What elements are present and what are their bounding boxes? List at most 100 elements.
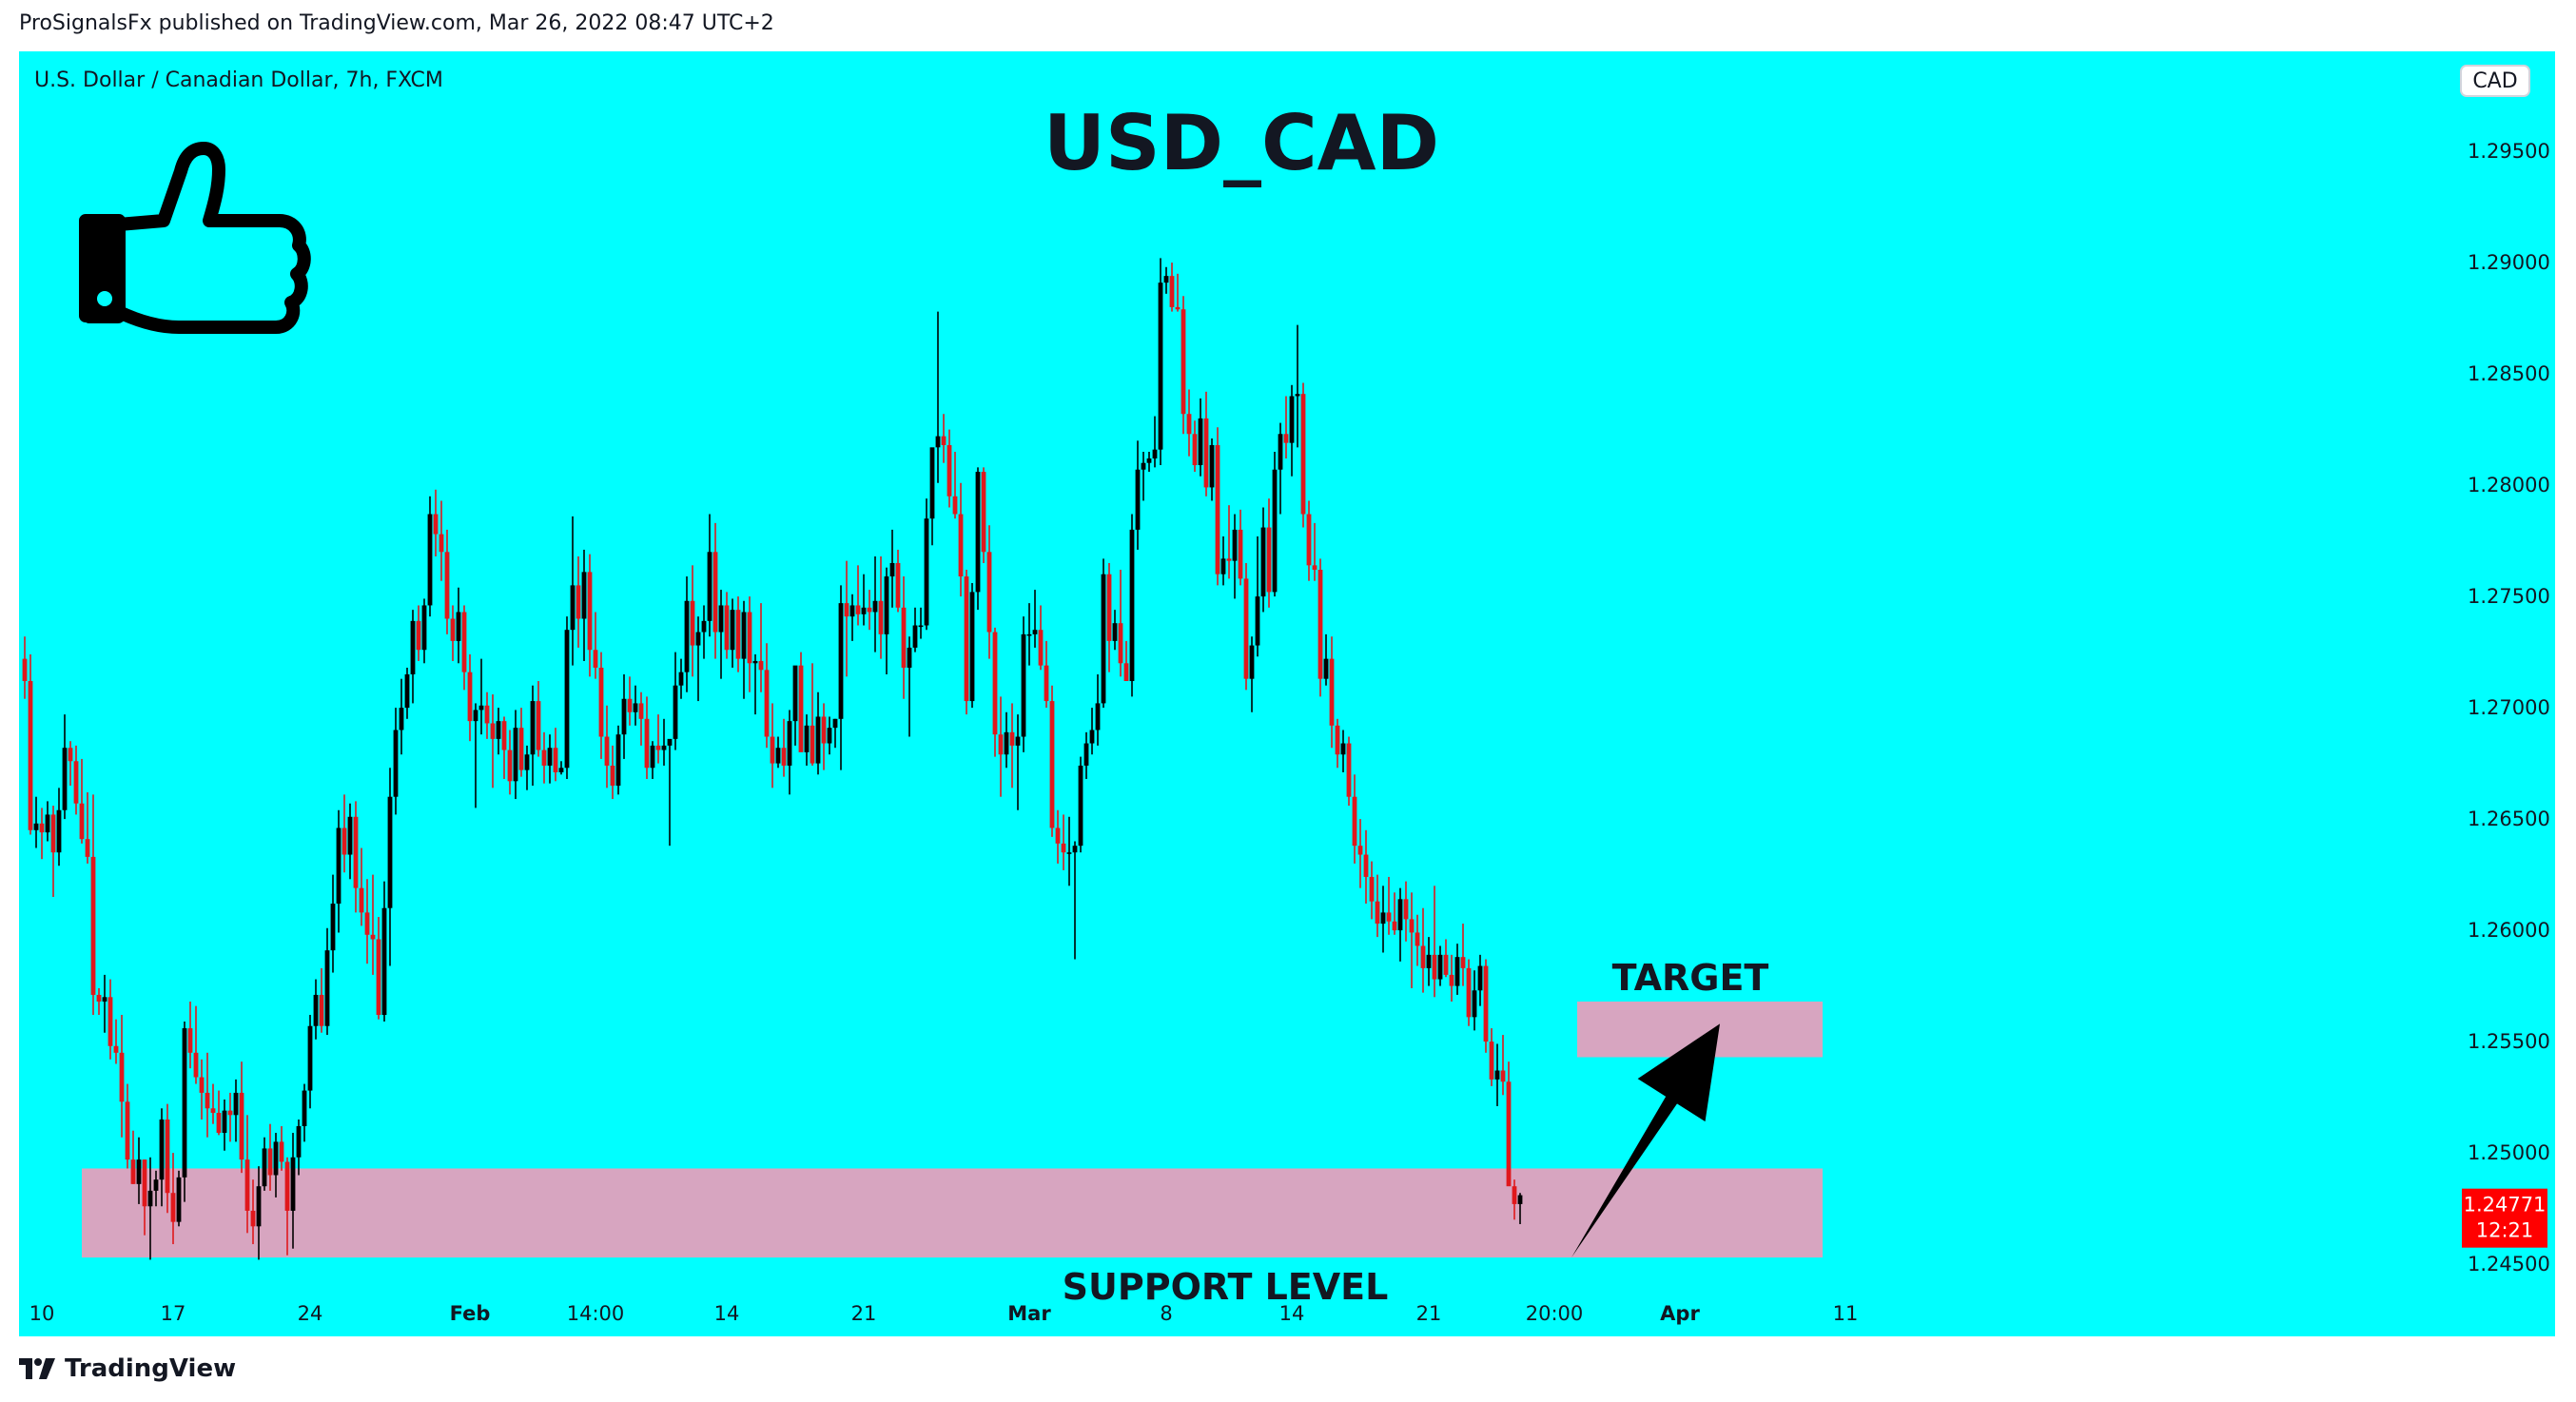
candle-body: [884, 576, 889, 634]
candle: [1506, 1061, 1512, 1187]
candle-body: [1278, 434, 1283, 470]
candle-body: [233, 1092, 239, 1116]
candle-body: [610, 765, 615, 786]
candle-body: [878, 600, 884, 634]
candle: [1454, 944, 1460, 995]
candle-body: [244, 1159, 250, 1211]
x-tick-label: Apr: [1660, 1302, 1700, 1325]
candle-body: [735, 610, 741, 659]
candle: [1026, 603, 1032, 666]
candle-body: [1255, 596, 1260, 646]
candle-body: [787, 721, 792, 766]
tradingview-logo[interactable]: TradingView: [19, 1354, 236, 1383]
candle: [267, 1123, 273, 1191]
candle: [633, 685, 638, 726]
candle: [393, 708, 399, 815]
candle: [901, 576, 907, 699]
candle-body: [604, 736, 610, 766]
currency-button[interactable]: CAD: [2460, 65, 2530, 97]
candle-body: [1129, 529, 1135, 682]
candle-body: [342, 828, 347, 855]
y-tick-label: 1.29500: [2468, 140, 2550, 163]
candle: [610, 745, 615, 800]
candle-body: [1295, 394, 1300, 397]
candle-body: [964, 576, 969, 702]
candle-body: [1415, 932, 1420, 946]
candle-body: [68, 748, 73, 762]
candle-body: [1500, 1070, 1506, 1082]
candle: [861, 574, 867, 626]
candle-body: [1004, 731, 1009, 755]
candle: [1357, 819, 1363, 888]
candle: [969, 583, 975, 709]
candle-body: [1243, 578, 1249, 679]
candle-body: [450, 618, 456, 641]
candle: [330, 874, 336, 973]
candle-body: [410, 620, 416, 674]
candle: [244, 1115, 250, 1234]
candle-body: [1152, 449, 1158, 459]
candle: [1483, 959, 1489, 1053]
candle-body: [1198, 418, 1203, 466]
y-tick-label: 1.27000: [2468, 696, 2550, 719]
candle: [587, 554, 593, 677]
candle-body: [1466, 967, 1472, 1018]
candle: [747, 596, 752, 692]
candle-body: [1512, 1186, 1517, 1204]
candle: [952, 452, 958, 519]
candle: [1209, 438, 1215, 501]
candle: [798, 652, 804, 752]
candle: [342, 794, 347, 873]
x-tick-label: 8: [1160, 1302, 1172, 1325]
candle-body: [79, 803, 85, 840]
candle-body: [170, 1193, 176, 1222]
chart-area[interactable]: U.S. Dollar / Canadian Dollar, 7h, FXCM …: [19, 51, 2555, 1336]
y-tick-label: 1.28000: [2468, 474, 2550, 497]
publisher-line: ProSignalsFx published on TradingView.co…: [19, 11, 774, 35]
candle: [370, 874, 376, 975]
candle-body: [370, 934, 376, 940]
candle-body: [1192, 434, 1198, 466]
candle-body: [952, 496, 958, 515]
candle: [1009, 703, 1015, 789]
candle-body: [239, 1092, 244, 1160]
candle-body: [416, 620, 421, 651]
last-price-tag: [2462, 1188, 2547, 1248]
candle-body: [399, 708, 404, 730]
candle: [1135, 440, 1141, 550]
x-tick-label: 17: [161, 1302, 186, 1325]
candle: [381, 881, 387, 1022]
candle-body: [701, 620, 707, 633]
candle-body: [336, 828, 342, 905]
candle-body: [159, 1120, 165, 1180]
candle: [456, 587, 461, 664]
y-tick-label: 1.25000: [2468, 1141, 2550, 1164]
candle: [353, 801, 359, 913]
candle-body: [855, 605, 861, 614]
candle-body: [661, 745, 667, 750]
candle-body: [1472, 990, 1477, 1018]
candle: [1163, 266, 1169, 294]
candle-body: [827, 728, 832, 744]
symbol-info[interactable]: U.S. Dollar / Canadian Dollar, 7h, FXCM: [34, 68, 443, 92]
candle-body: [1021, 633, 1026, 737]
candle-body: [541, 750, 547, 766]
candle-body: [1454, 957, 1460, 986]
candle: [1243, 563, 1249, 691]
candle: [1403, 881, 1409, 942]
candle-body: [1494, 1070, 1500, 1080]
candle-body: [513, 728, 518, 782]
candle: [1078, 756, 1083, 853]
candle-body: [1078, 765, 1083, 847]
candle: [787, 710, 792, 795]
candle: [1158, 258, 1163, 466]
candle: [730, 598, 735, 668]
candle-body: [536, 701, 541, 750]
candle: [1283, 396, 1289, 459]
candle-body: [1380, 912, 1386, 925]
candle-body: [1123, 663, 1129, 682]
candle: [1015, 714, 1021, 810]
candle: [410, 610, 416, 704]
candle: [1032, 590, 1038, 648]
candle-body: [581, 572, 587, 619]
